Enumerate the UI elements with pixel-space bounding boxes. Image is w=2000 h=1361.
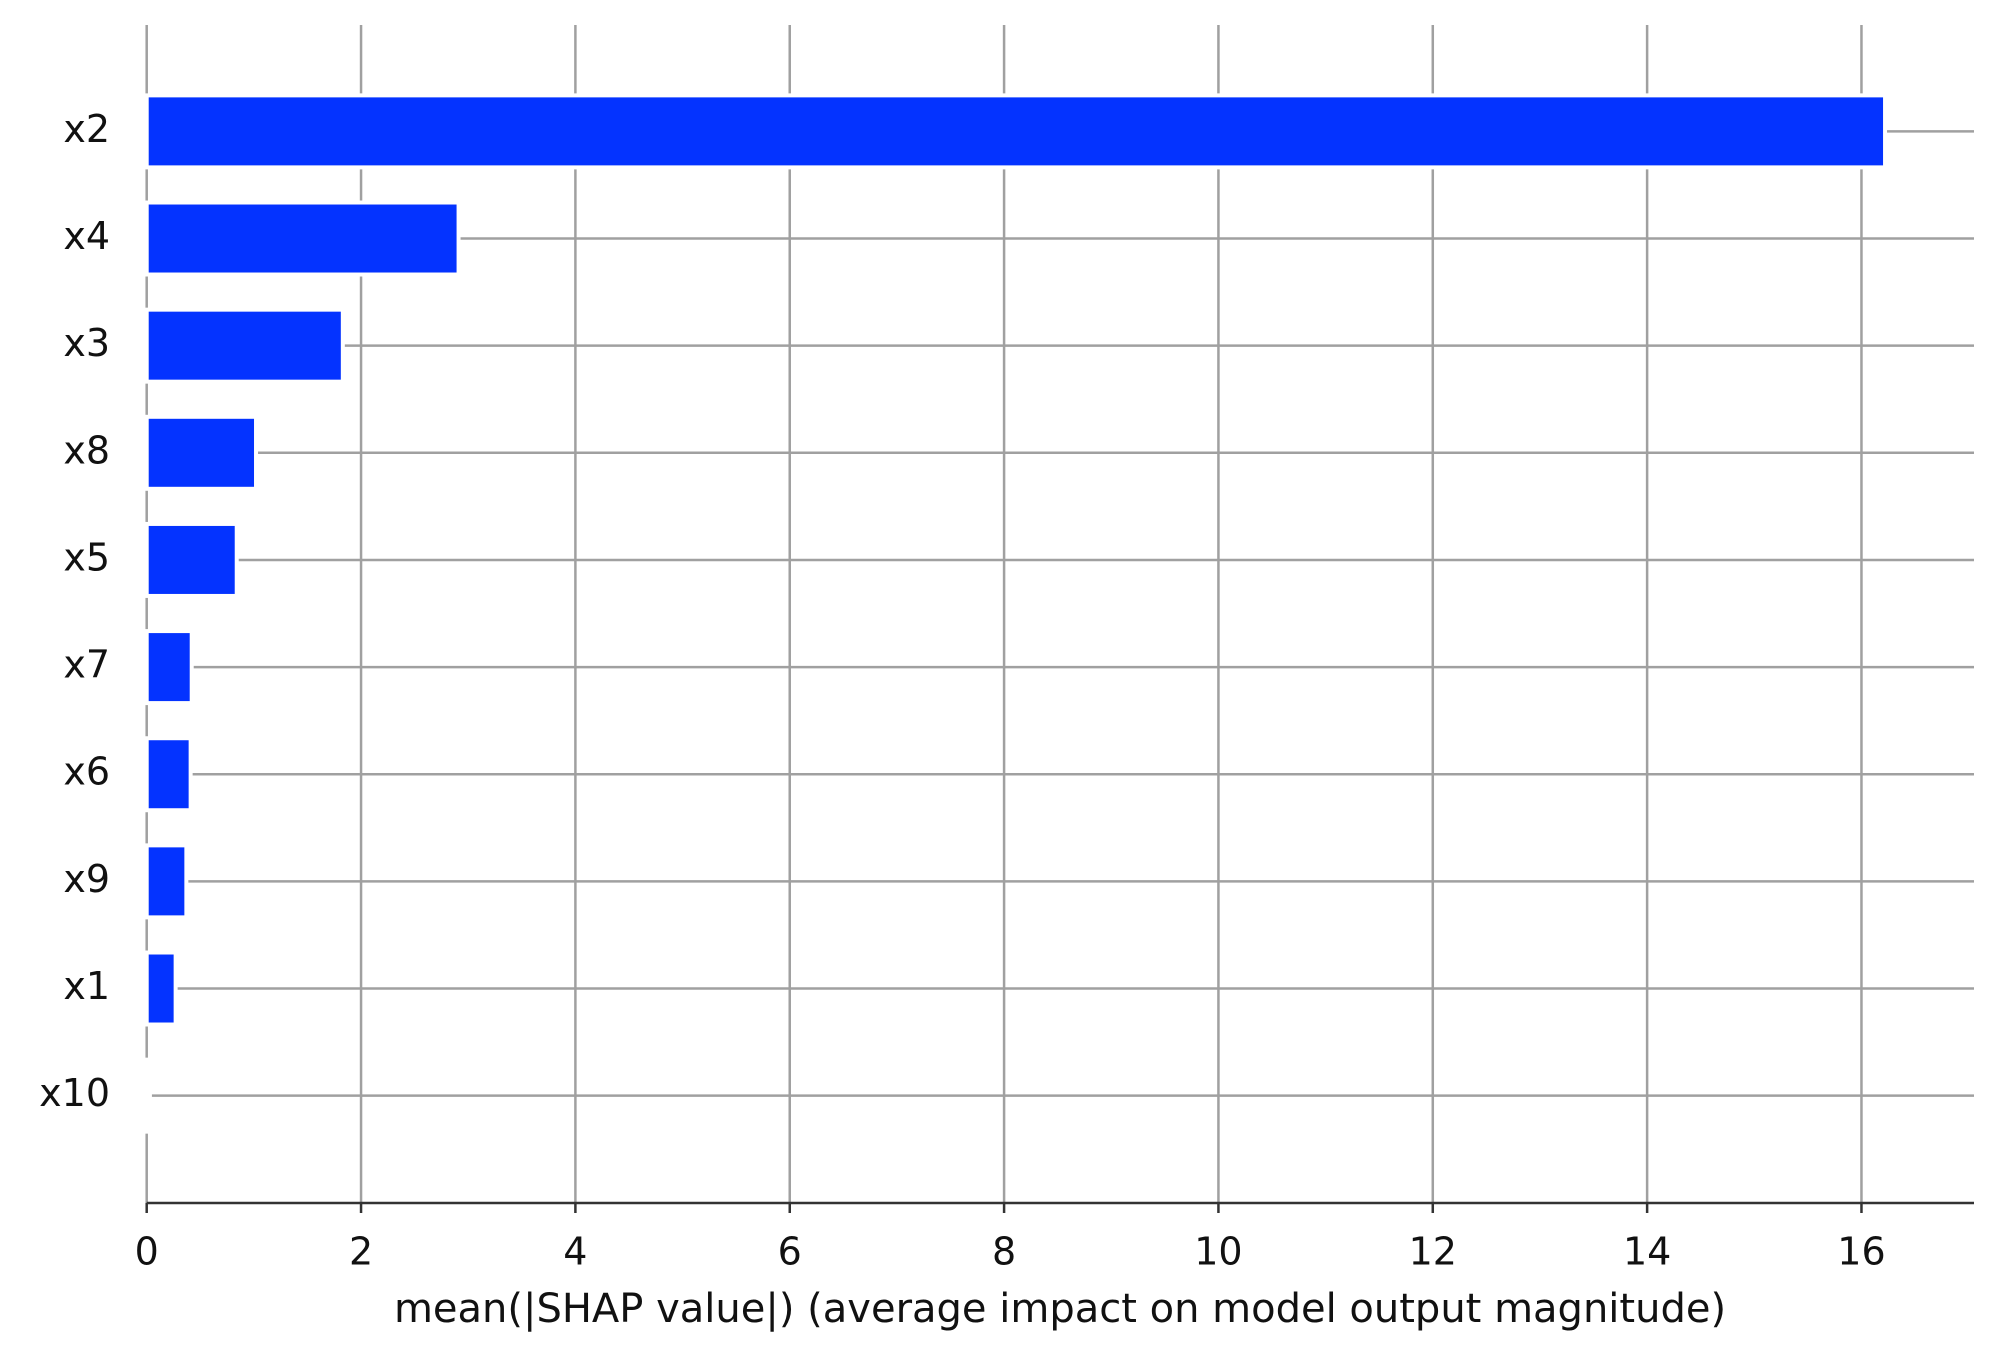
x-tick-label: 6 xyxy=(778,1230,802,1274)
y-tick-label: x5 xyxy=(63,535,110,579)
y-tick-label: x3 xyxy=(63,321,110,365)
x-tick-label: 16 xyxy=(1837,1230,1885,1274)
bar xyxy=(144,200,461,277)
y-tick-label: x1 xyxy=(63,964,110,1008)
x-tick-label: 10 xyxy=(1194,1230,1242,1274)
y-tick-label: x8 xyxy=(63,428,110,472)
y-tick-label: x6 xyxy=(63,750,110,794)
x-axis-label: mean(|SHAP value|) (average impact on mo… xyxy=(394,1286,1726,1332)
bar xyxy=(144,307,345,384)
bar xyxy=(144,1057,152,1134)
y-tick-label: x7 xyxy=(63,643,110,687)
x-tick-label: 4 xyxy=(563,1230,587,1274)
bar xyxy=(144,93,1888,170)
bar xyxy=(144,629,194,706)
bar xyxy=(144,521,239,598)
bar xyxy=(144,843,189,920)
y-tick-label: x2 xyxy=(63,107,110,151)
bar xyxy=(144,736,193,813)
y-tick-label: x9 xyxy=(63,857,110,901)
x-tick-label: 12 xyxy=(1409,1230,1457,1274)
x-tick-label: 8 xyxy=(992,1230,1016,1274)
bar xyxy=(144,950,178,1027)
bar xyxy=(144,414,259,491)
y-tick-label: x4 xyxy=(63,214,110,258)
y-tick-label: x10 xyxy=(39,1071,110,1115)
x-tick-label: 14 xyxy=(1623,1230,1671,1274)
x-tick-label: 2 xyxy=(349,1230,373,1274)
x-tick-label: 0 xyxy=(135,1230,159,1274)
